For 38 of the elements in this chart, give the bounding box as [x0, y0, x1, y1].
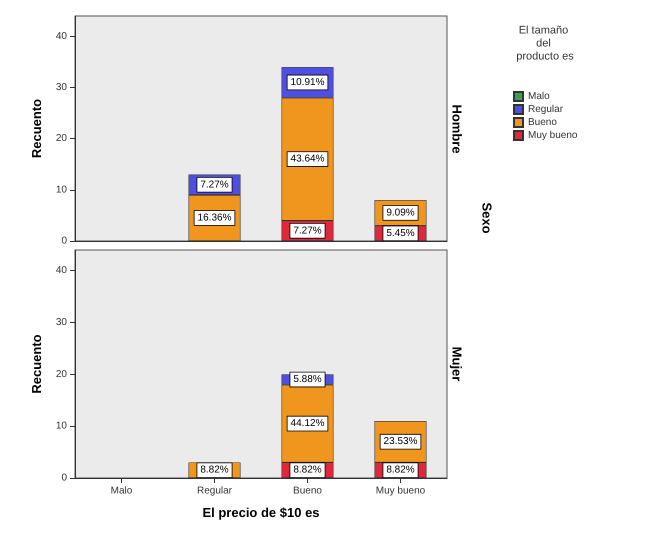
- annotation: 8.82%: [200, 464, 229, 476]
- x-tick-label: Regular: [196, 486, 233, 496]
- text: Hombre: [450, 104, 464, 154]
- y-tick-label: 40: [56, 265, 68, 276]
- x-tick-label: Muy bueno: [376, 486, 426, 496]
- y-tick-label: 30: [56, 82, 68, 94]
- y-tick-label: 10: [56, 184, 68, 196]
- annotation: 8.82%: [293, 464, 322, 476]
- y-tick-label: 0: [61, 472, 68, 484]
- text: Sexo: [480, 202, 494, 234]
- legend-label: Bueno: [528, 117, 558, 128]
- annotation: 5.88%: [293, 374, 322, 386]
- text: Mujer: [450, 346, 464, 382]
- legend-title: El tamaño del producto es: [516, 24, 574, 62]
- y-tick-label: 20: [56, 368, 68, 380]
- legend-label: Malo: [528, 91, 550, 102]
- annotation: 44.12%: [290, 418, 325, 430]
- legend-label: Regular: [528, 104, 564, 115]
- y-tick-label: 10: [56, 420, 68, 432]
- annotation: 10.91%: [290, 76, 325, 88]
- annotation: 9.09%: [386, 207, 415, 218]
- annotation: 7.27%: [200, 179, 229, 190]
- annotation: 16.36%: [198, 212, 232, 224]
- annotation: 43.64%: [290, 154, 325, 165]
- y-axis-title: Recuento: [29, 98, 44, 158]
- y-tick-label: 30: [56, 317, 68, 328]
- x-tick-label: Malo: [110, 486, 133, 496]
- y-tick-label: 40: [56, 30, 68, 42]
- annotation: 23.53%: [384, 436, 418, 448]
- x-axis-title: El precio de $10 es: [202, 505, 320, 520]
- legend-label: Muy bueno: [528, 130, 578, 141]
- annotation: 5.45%: [386, 228, 415, 239]
- y-tick-label: 20: [56, 133, 68, 144]
- y-axis-title: Recuento: [29, 334, 44, 394]
- y-tick-label: 0: [61, 236, 68, 246]
- annotation: 8.82%: [386, 464, 415, 476]
- annotation: 7.27%: [293, 225, 322, 236]
- x-tick-label: Bueno: [293, 486, 322, 496]
